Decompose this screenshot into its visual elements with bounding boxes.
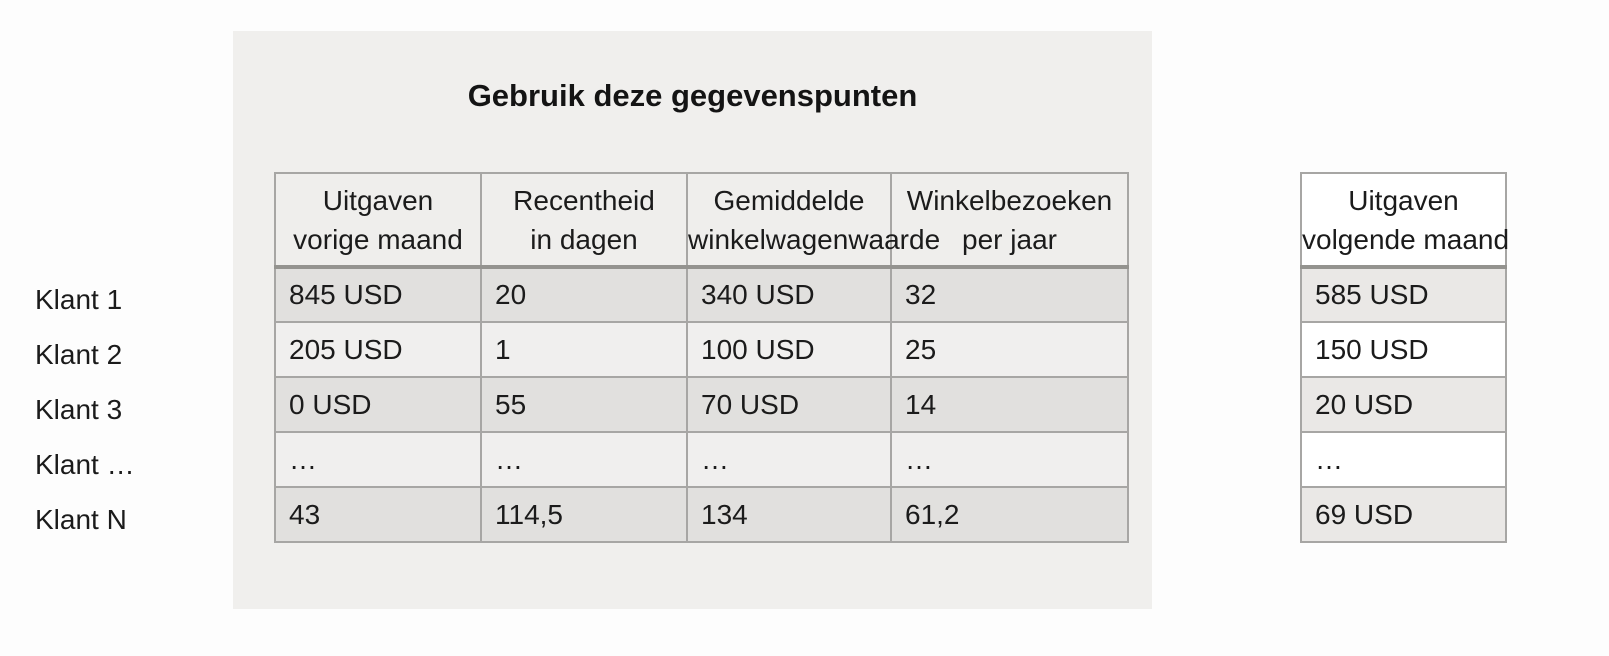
cell: 70 USD — [686, 376, 892, 433]
table-row-klant-2: 150 USD — [1300, 321, 1507, 378]
header-line: Uitgaven — [322, 184, 434, 216]
header-row: Uitgaven volgende maand — [1300, 172, 1510, 269]
header-line: Gemiddelde — [713, 184, 865, 216]
column-header-uitgaven-volgende-maand: Uitgaven volgende maand — [1300, 172, 1510, 269]
slide-title: Gebruik deze gegevenspunten — [467, 78, 918, 113]
column-header-winkelbezoeken-per-jaar: Winkelbezoeken per jaar — [890, 172, 1129, 269]
table-row-klant-3: 20 USD — [1300, 376, 1507, 433]
cell: 55 — [480, 376, 688, 433]
header-line: winkelwagenwaarde — [688, 223, 941, 255]
table-row-klant-1: 845 USD 20 340 USD 32 — [274, 266, 1129, 323]
cell: 585 USD — [1300, 266, 1507, 323]
header-row: Uitgaven vorige maand Recentheid in dage… — [274, 172, 1129, 269]
header-line: vorige maand — [293, 223, 463, 255]
cell: … — [890, 431, 1129, 488]
header-line: Uitgaven — [1348, 184, 1459, 216]
table-row-klant-ellipsis: … … … … — [274, 431, 1129, 488]
cell: 340 USD — [686, 266, 892, 323]
cell: 100 USD — [686, 321, 892, 378]
cell: … — [480, 431, 688, 488]
cell: 14 — [890, 376, 1129, 433]
cell: 20 USD — [1300, 376, 1507, 433]
column-header-gemiddelde-winkelwagenwaarde: Gemiddelde winkelwagenwaarde — [686, 172, 941, 269]
cell: 25 — [890, 321, 1129, 378]
table-row-klant-n: 69 USD — [1300, 486, 1507, 543]
table-row-klant-ellipsis: … — [1300, 431, 1507, 488]
column-header-recentheid-in-dagen: Recentheid in dagen — [480, 172, 688, 269]
cell: 69 USD — [1300, 486, 1507, 543]
row-label-klant-ellipsis: Klant … — [35, 449, 135, 480]
cell: 32 — [890, 266, 1129, 323]
table-row-klant-3: 0 USD 55 70 USD 14 — [274, 376, 1129, 433]
cell: 150 USD — [1300, 321, 1507, 378]
header-line: volgende maand — [1302, 223, 1510, 255]
row-label-klant-2: Klant 2 — [35, 339, 123, 370]
cell: 20 — [480, 266, 688, 323]
data-points-table: Uitgaven vorige maand Recentheid in dage… — [274, 172, 1129, 543]
table-row-klant-n: 43 114,5 134 61,2 — [274, 486, 1129, 543]
cell: … — [686, 431, 892, 488]
cell: 0 USD — [274, 376, 482, 433]
cell: 43 — [274, 486, 482, 543]
header-line: Recentheid — [513, 184, 655, 216]
cell: 205 USD — [274, 321, 482, 378]
cell: 114,5 — [480, 486, 688, 543]
header-line: in dagen — [530, 223, 638, 255]
cell: 134 — [686, 486, 892, 543]
prediction-table: Uitgaven volgende maand 585 USD 150 USD … — [1300, 172, 1510, 543]
table-row-klant-2: 205 USD 1 100 USD 25 — [274, 321, 1129, 378]
header-line: per jaar — [962, 223, 1057, 255]
header-line: Winkelbezoeken — [906, 184, 1113, 216]
cell: 61,2 — [890, 486, 1129, 543]
row-label-klant-1: Klant 1 — [35, 284, 123, 315]
row-label-klant-3: Klant 3 — [35, 394, 123, 425]
cell: 845 USD — [274, 266, 482, 323]
row-label-klant-n: Klant N — [35, 504, 127, 535]
cell: … — [1300, 431, 1507, 488]
column-header-uitgaven-vorige-maand: Uitgaven vorige maand — [274, 172, 482, 269]
cell: 1 — [480, 321, 688, 378]
cell: … — [274, 431, 482, 488]
table-row-klant-1: 585 USD — [1300, 266, 1507, 323]
